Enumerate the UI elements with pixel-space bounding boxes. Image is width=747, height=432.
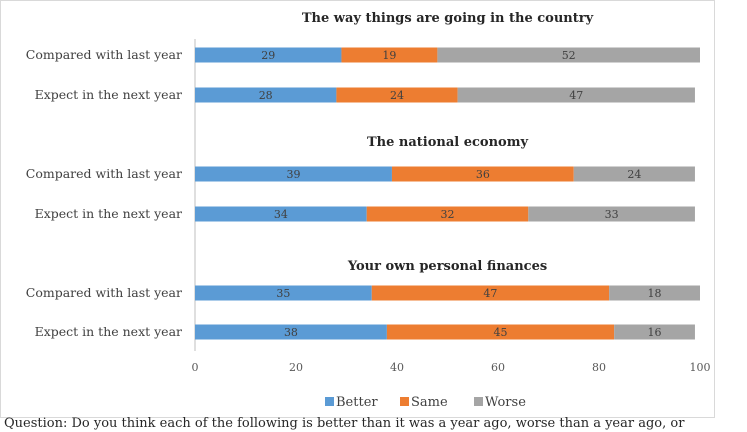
data-label-better: 34 (274, 208, 288, 221)
x-tick-label: 80 (592, 361, 606, 374)
data-label-worse: 18 (648, 287, 662, 300)
category-label: Compared with last year (26, 285, 182, 300)
legend-swatch-same (400, 397, 409, 406)
data-label-same: 24 (390, 89, 404, 102)
data-label-same: 19 (382, 49, 396, 62)
chart-footnote: Question: Do you think each of the follo… (4, 416, 685, 431)
bar-same (336, 87, 458, 103)
category-label: Compared with last year (26, 166, 182, 181)
bar-same (341, 47, 438, 63)
category-label: Expect in the next year (35, 87, 182, 102)
bar-worse (609, 285, 700, 301)
bar-worse (528, 206, 695, 222)
bar-better (195, 324, 387, 340)
legend-swatch-worse (474, 397, 483, 406)
bar-better (195, 285, 372, 301)
data-label-same: 32 (441, 208, 455, 221)
data-label-worse: 33 (605, 208, 619, 221)
data-label-same: 36 (476, 168, 490, 181)
x-tick-label: 100 (690, 361, 711, 374)
stacked-bar-chart: The way things are going in the country C… (26, 11, 711, 410)
category-label: Compared with last year (26, 47, 182, 62)
group-title-3: Your own personal finances (347, 259, 547, 274)
data-label-same: 47 (483, 287, 497, 300)
bar-better (195, 47, 342, 63)
bar-better (195, 166, 392, 182)
legend-label-same: Same (411, 395, 448, 410)
legend-label-better: Better (336, 395, 378, 410)
x-tick-label: 0 (192, 361, 199, 374)
data-label-worse: 52 (562, 49, 576, 62)
legend-swatch-better (325, 397, 334, 406)
bar-worse (437, 47, 700, 63)
x-tick-label: 40 (390, 361, 404, 374)
data-label-better: 35 (276, 287, 290, 300)
category-label: Expect in the next year (35, 324, 182, 339)
bar-worse (457, 87, 695, 103)
category-label: Expect in the next year (35, 206, 182, 221)
data-label-better: 29 (261, 49, 275, 62)
bar-same (366, 206, 529, 222)
chart-frame: The way things are going in the country C… (0, 0, 715, 418)
bar-same (386, 324, 615, 340)
x-tick-label: 20 (289, 361, 303, 374)
group-title-2: The national economy (367, 135, 528, 150)
bar-worse (614, 324, 695, 340)
data-label-better: 38 (284, 326, 298, 339)
data-label-worse: 24 (627, 168, 641, 181)
data-label-better: 28 (259, 89, 273, 102)
legend-label-worse: Worse (485, 395, 526, 410)
data-label-worse: 16 (648, 326, 662, 339)
bar-same (371, 285, 610, 301)
bar-worse (573, 166, 695, 182)
data-label-same: 45 (494, 326, 508, 339)
group-title-1: The way things are going in the country (302, 11, 594, 26)
bar-better (195, 206, 367, 222)
data-label-worse: 47 (569, 89, 583, 102)
x-tick-label: 60 (491, 361, 505, 374)
bar-same (391, 166, 574, 182)
data-label-better: 39 (286, 168, 300, 181)
bar-better (195, 87, 337, 103)
